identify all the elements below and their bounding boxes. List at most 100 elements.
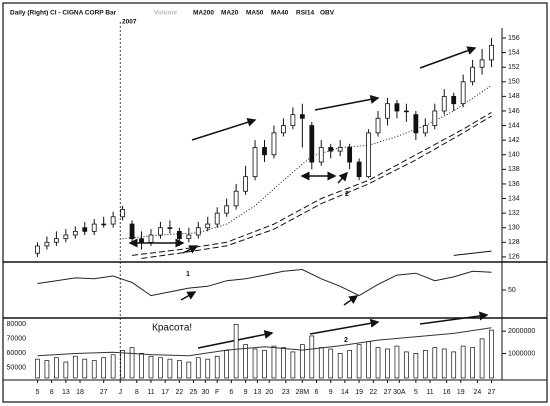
volume-bar	[394, 345, 400, 379]
candle-body	[422, 125, 428, 134]
volume-bar	[129, 347, 135, 379]
candle-body	[44, 241, 50, 247]
x-tick-label: 24	[473, 389, 481, 396]
candle-body	[375, 117, 381, 134]
candle-body	[110, 216, 116, 225]
y-tick-label: 156	[508, 35, 520, 42]
candle-body	[186, 234, 192, 240]
y-tick-label: 144	[508, 122, 520, 129]
volume-bar	[177, 360, 182, 379]
x-tick-label: 6	[315, 389, 319, 396]
volume-bar	[422, 350, 428, 379]
legend-entry: Volume	[154, 10, 177, 17]
volume-bar	[413, 353, 419, 379]
x-tick-label: 30	[201, 389, 209, 396]
y-tick-label: 130	[508, 225, 520, 232]
candle-body	[252, 147, 258, 178]
arrows	[128, 46, 489, 349]
volume-bar	[404, 351, 409, 379]
candle-body	[441, 95, 447, 112]
volume-bar	[432, 347, 438, 379]
volume-bar	[356, 344, 362, 379]
x-tick-label: F	[215, 389, 219, 396]
legend-entry: OBV	[320, 10, 335, 17]
x-tick-label: 20	[265, 389, 273, 396]
candle-body	[195, 227, 201, 236]
candle-body	[82, 227, 88, 232]
x-tick-label: 22	[175, 389, 183, 396]
volume-bar	[205, 358, 211, 379]
volume-bar	[337, 353, 343, 379]
candle-body	[214, 212, 220, 225]
y-tick-label: 80000	[7, 321, 27, 328]
volume-bar	[366, 341, 371, 379]
x-tick-label: 27	[100, 389, 108, 396]
candle-body	[309, 125, 315, 163]
legend-entry: RSI14	[296, 10, 314, 17]
x-tick-label: 19	[457, 389, 465, 396]
candle-body	[53, 238, 59, 243]
volume-bar	[101, 357, 107, 379]
candle-body	[176, 230, 182, 240]
obv-line	[37, 327, 492, 357]
x-tick-label: 28M	[296, 389, 310, 396]
y-tick-label: 132	[508, 210, 520, 217]
legend-entry: MA40	[271, 10, 289, 17]
candle-body	[299, 114, 305, 119]
volume-bar	[451, 351, 457, 379]
volume-bar	[243, 344, 248, 379]
volume-bar	[299, 344, 305, 379]
candle-body	[451, 95, 457, 105]
candle-body	[432, 110, 438, 126]
volume-bar	[82, 358, 88, 379]
x-tick-label: 23	[282, 389, 290, 396]
x-tick-label: 13	[254, 389, 262, 396]
candle-body	[224, 205, 230, 214]
y-tick-label: 126	[508, 254, 520, 261]
candle-body	[63, 234, 69, 240]
candle-body	[479, 59, 485, 68]
y-tick-label: 146	[508, 108, 520, 115]
x-tick-label: 6	[229, 389, 233, 396]
candle-body	[337, 147, 343, 152]
x-tick-label: 22	[369, 389, 377, 396]
volume-bar	[186, 361, 192, 379]
legend-entry: MA20	[221, 10, 239, 17]
y-tick-label: 152	[508, 64, 520, 71]
candle-body	[167, 227, 173, 229]
volume-bar	[281, 347, 286, 379]
x-tick-label: 11	[426, 389, 433, 396]
volume-bar	[470, 347, 475, 379]
volume-bar	[120, 350, 125, 379]
candle-body	[271, 132, 277, 156]
volume-bar	[385, 348, 390, 379]
candle-body	[347, 147, 353, 163]
x-tick-label: 9	[329, 389, 333, 396]
x-tick-label: 13	[62, 389, 70, 396]
volume-bar	[72, 355, 78, 379]
candle-body	[385, 103, 390, 119]
y-tick-label: 150	[508, 79, 520, 86]
y-tick-label: 138	[508, 166, 520, 173]
volume-bar	[375, 347, 381, 379]
volume-bar	[479, 338, 485, 379]
y-tick-label: 50000	[7, 365, 27, 372]
moving-average	[141, 115, 492, 259]
y-tick-label: 140	[508, 152, 520, 159]
volume-bar	[489, 329, 494, 379]
x-tick-label: 25	[190, 389, 198, 396]
candle-body	[318, 147, 324, 163]
annotation: Красота!	[152, 323, 192, 334]
candle-body	[281, 125, 286, 134]
y-tick-label: 50	[508, 287, 516, 294]
x-tick-label: 30A	[393, 389, 406, 396]
candle-body	[72, 230, 78, 236]
chart-subtitle: 2007	[122, 19, 137, 26]
y-tick-label: 154	[508, 49, 520, 56]
volume-bar	[139, 353, 144, 379]
volume-bar	[195, 357, 201, 379]
volume-bar	[271, 345, 277, 379]
candle-body	[470, 66, 476, 83]
candle-body	[413, 114, 419, 134]
y-tick-label: 134	[508, 195, 520, 202]
